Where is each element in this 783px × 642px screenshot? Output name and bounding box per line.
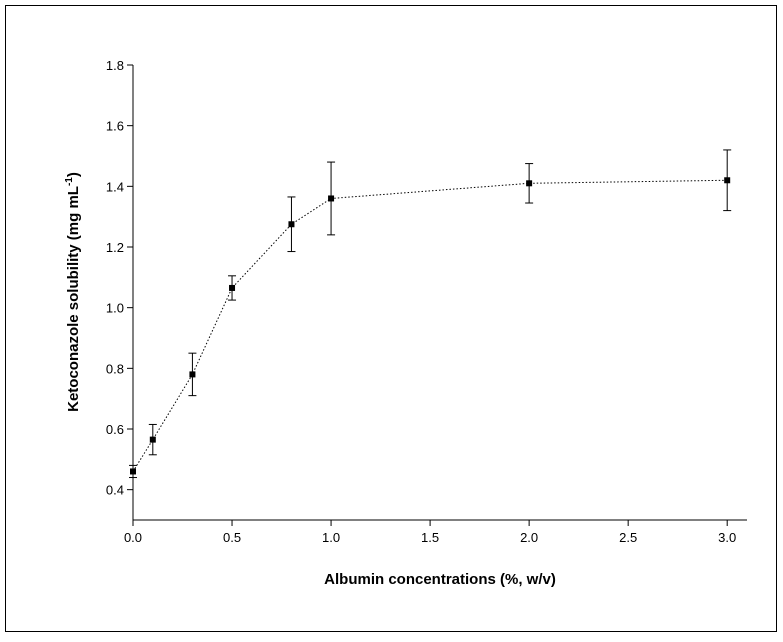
- y-tick-label: 1.2: [106, 240, 124, 255]
- x-tick-label: 1.0: [322, 530, 340, 545]
- x-tick-label: 2.0: [520, 530, 538, 545]
- x-tick-label: 2.5: [619, 530, 637, 545]
- marker: [724, 177, 731, 184]
- marker: [229, 284, 236, 291]
- x-tick-label: 3.0: [718, 530, 736, 545]
- marker: [189, 371, 196, 378]
- y-tick-label: 0.4: [106, 483, 124, 498]
- marker: [130, 468, 136, 475]
- y-tick-label: 1.0: [106, 301, 124, 316]
- y-tick-label: 1.6: [106, 119, 124, 134]
- frame: [5, 5, 777, 632]
- marker: [288, 221, 295, 228]
- y-title-end: ): [65, 172, 82, 177]
- y-tick-label: 0.8: [106, 361, 124, 376]
- marker: [328, 195, 335, 202]
- x-axis-title: Albumin concentrations (%, w/v): [324, 571, 556, 588]
- x-tick-label: 0.5: [223, 530, 241, 545]
- marker: [526, 180, 533, 187]
- y-tick-label: 0.6: [106, 422, 124, 437]
- marker: [149, 436, 156, 443]
- y-tick-label: 1.4: [106, 179, 124, 194]
- y-title-sup: -1: [64, 177, 75, 186]
- x-tick-label: 0.0: [124, 530, 142, 545]
- y-axis-title: Ketoconazole solubility (mg mL-1): [64, 172, 82, 412]
- y-tick-label: 1.8: [106, 58, 124, 73]
- x-tick-label: 1.5: [421, 530, 439, 545]
- y-title-main: Ketoconazole solubility (mg mL: [65, 186, 82, 412]
- trend-line: [132, 179, 728, 472]
